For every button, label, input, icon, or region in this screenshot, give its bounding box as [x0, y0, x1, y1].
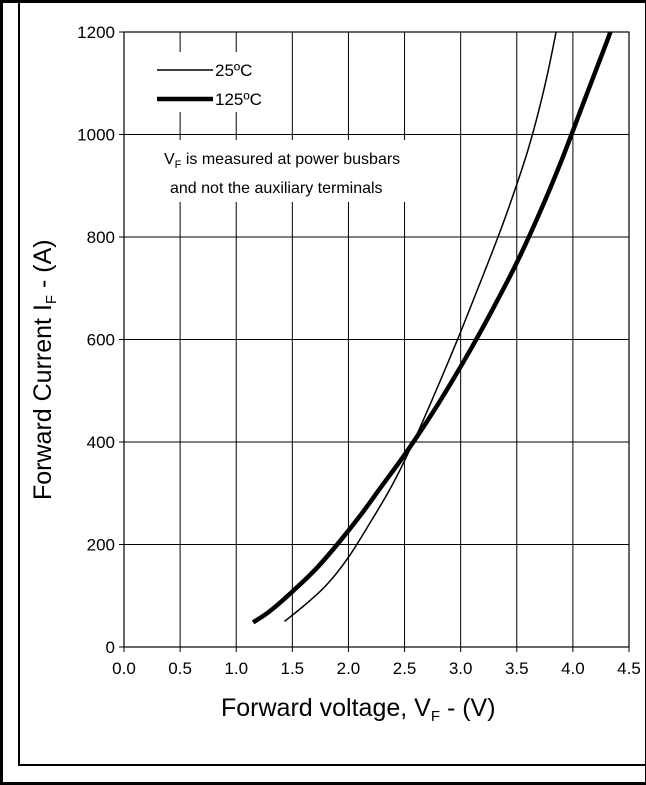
- measurement-note-line-2: and not the auxiliary terminals: [170, 180, 383, 197]
- measurement-note-line-1: VF is measured at power busbars: [164, 151, 400, 171]
- x-tick-label: 0.5: [168, 659, 192, 678]
- x-tick-label: 2.5: [393, 659, 417, 678]
- y-tick-label: 1000: [77, 126, 115, 145]
- series-layer: [251, 32, 613, 625]
- x-tick-label: 4.0: [561, 659, 585, 678]
- note-line-1-text: is measured at power busbars: [181, 151, 400, 168]
- measurement-note: VF is measured at power busbars and not …: [150, 140, 450, 202]
- x-tick-label: 2.0: [337, 659, 361, 678]
- plot-border: [123, 31, 630, 648]
- legend-background: [148, 52, 288, 112]
- x-tick-label: 1.5: [281, 659, 305, 678]
- x-tick-label: 4.5: [617, 659, 641, 678]
- series-line-25c: [284, 32, 557, 622]
- y-tick-label: 400: [87, 433, 115, 452]
- y-axis-title-main: Forward Current I: [29, 304, 57, 500]
- x-tick-label: 0.0: [112, 659, 136, 678]
- y-tick-label: 600: [87, 331, 115, 350]
- y-tick-label: 200: [87, 536, 115, 555]
- legend-label-25c: 25ºC: [215, 61, 252, 80]
- x-axis-title-subscript: F: [431, 708, 440, 725]
- series-line-125c: [251, 32, 613, 625]
- note-vf-symbol: V: [164, 151, 175, 168]
- frame-bottom-rule: [18, 764, 646, 766]
- y-tick-label: 1200: [77, 23, 115, 42]
- x-axis-title-tail: - (V): [440, 694, 496, 722]
- measurement-note-background: [150, 140, 450, 202]
- y-axis-title-tail: - (A): [29, 239, 57, 295]
- note-vf-subscript: F: [175, 159, 182, 171]
- legend: 25ºC 125ºC: [148, 52, 288, 112]
- x-tick-label: 3.5: [505, 659, 529, 678]
- y-tick-label: 800: [87, 228, 115, 247]
- grid: [119, 31, 630, 652]
- x-axis-title: Forward voltage, VF - (V): [221, 694, 496, 725]
- x-tick-label: 3.0: [449, 659, 473, 678]
- y-axis-title: Forward Current IF - (A): [29, 239, 60, 500]
- y-axis-title-subscript: F: [43, 295, 60, 304]
- tick-labels: 0.0 0.5 1.0 1.5 2.0 2.5 3.0 3.5 4.0 4.5 0 200 400 600…: [77, 23, 641, 678]
- x-axis-title-main: Forward voltage, V: [221, 694, 431, 722]
- y-tick-label: 0: [106, 638, 115, 657]
- legend-label-125c: 125ºC: [215, 90, 262, 109]
- x-tick-label: 1.0: [224, 659, 248, 678]
- frame-left-rule: [18, 0, 20, 766]
